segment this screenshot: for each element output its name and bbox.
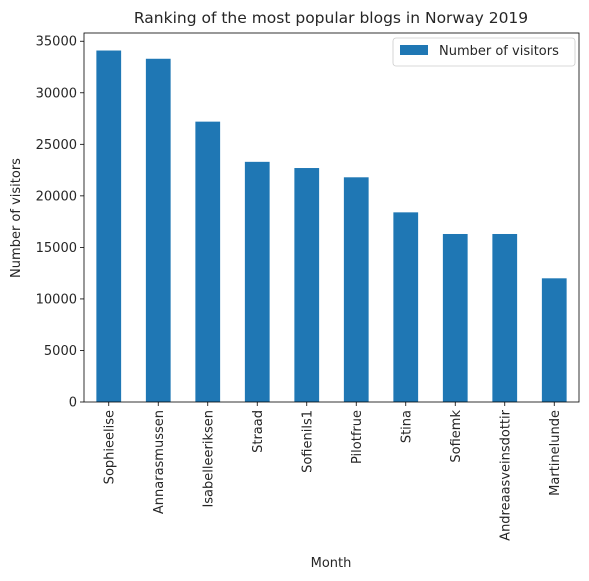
x-tick-label: Sofiemk (449, 410, 464, 463)
y-axis-ticks: 0 5000 10000 15000 20000 25000 30000 35000 (36, 35, 84, 411)
bar-sofienils1 (294, 168, 320, 402)
y-tick-label: 35000 (36, 35, 77, 50)
x-tick-label: Martinelunde (548, 410, 563, 496)
bar-sophieelise (96, 50, 122, 403)
plot-frame (83, 32, 580, 403)
bar-martinelunde (541, 278, 567, 402)
y-tick-label: 15000 (36, 241, 77, 256)
bar-isabelleeriksen (195, 121, 221, 402)
y-tick-label: 20000 (36, 189, 77, 204)
x-tick-label: Stina (399, 410, 414, 443)
bar-annarasmussen (145, 58, 171, 402)
x-axis-label: Month (311, 556, 352, 571)
bar-pilotfrue (343, 177, 369, 402)
legend-swatch (400, 45, 428, 55)
bar-andreaasveinsdottir (492, 233, 518, 402)
x-tick-label: Annarasmussen (152, 410, 167, 514)
x-tick-label: Sophieelise (102, 410, 117, 484)
y-axis-label: Number of visitors (9, 158, 24, 278)
bar-sofiemk (442, 233, 468, 402)
x-tick-label: Pilotfrue (350, 410, 365, 464)
x-tick-label: Straad (251, 410, 266, 453)
bars-group (96, 50, 567, 403)
x-tick-label: Andreaasveinsdottir (498, 409, 513, 540)
y-tick-label: 10000 (36, 292, 77, 307)
legend-box (392, 37, 576, 67)
chart-title: Ranking of the most popular blogs in Nor… (134, 9, 528, 27)
legend: Number of visitors (392, 37, 576, 67)
x-tick-label: Sofienils1 (300, 410, 315, 473)
legend-label: Number of visitors (439, 44, 559, 59)
bar-straad (244, 161, 270, 402)
y-tick-label: 25000 (36, 138, 77, 153)
y-tick-label: 30000 (36, 86, 77, 101)
y-tick-label: 5000 (44, 344, 77, 359)
x-axis-ticks: Sophieelise Annarasmussen Isabelleeriksen S… (102, 402, 563, 541)
y-tick-label: 0 (69, 396, 77, 411)
x-tick-label: Isabelleeriksen (201, 410, 216, 508)
bar-stina (393, 212, 419, 402)
